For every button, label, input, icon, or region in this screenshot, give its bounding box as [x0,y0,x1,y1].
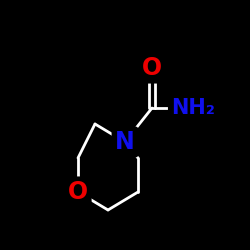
Text: N: N [115,130,135,154]
Text: O: O [68,180,88,204]
Text: NH₂: NH₂ [171,98,215,118]
Text: O: O [142,56,162,80]
